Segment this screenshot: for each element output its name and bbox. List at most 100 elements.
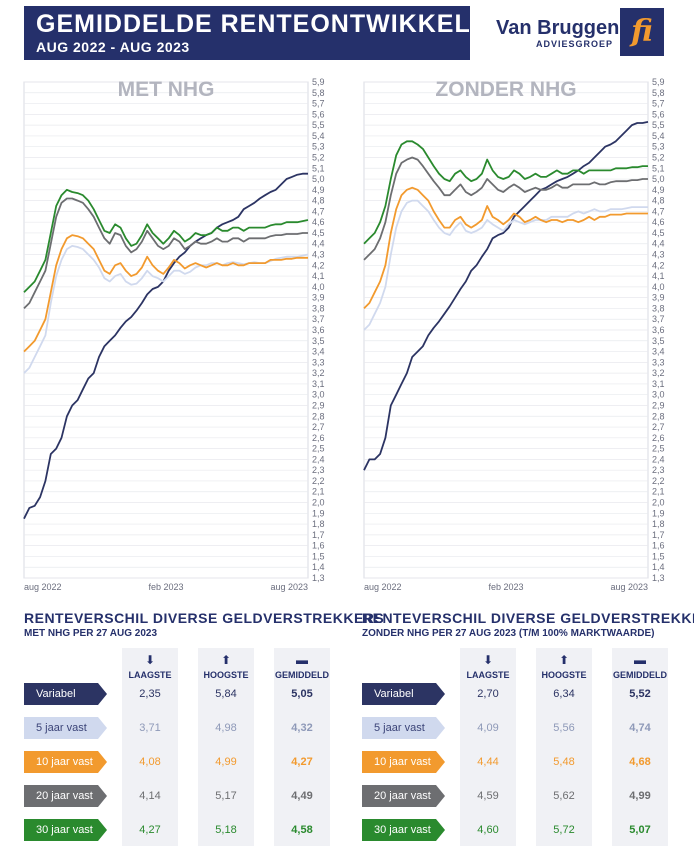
c0-y-tick-label: 5,9 [312,77,325,87]
c0-y-tick-label: 2,0 [312,498,325,508]
c0-y-tick-label: 4,7 [312,206,325,216]
c1-y-tick-label: 4,2 [652,260,665,270]
chart-met-nhg: 5,95,85,75,65,55,45,35,25,15,04,94,84,74… [23,77,325,592]
c1-y-tick-label: 4,8 [652,196,665,206]
c0-series-line-3 [23,197,308,310]
c0-y-tick-label: 4,9 [312,185,325,195]
c1-y-tick-label: 5,0 [652,174,665,184]
c0-y-tick-label: 3,8 [312,303,325,313]
brand-logo: fi [620,8,664,56]
brand-badge-text: fi [631,14,653,49]
t1-cell-value: 5,56 [553,722,575,734]
t0-cell-value: 4,98 [215,722,237,734]
c0-y-tick-label: 5,8 [312,88,325,98]
t1-cell-value: 4,74 [629,722,651,734]
t1-cell-value: 6,34 [553,688,575,700]
c0-y-tick-label: 5,4 [312,131,325,141]
c1-x-tick-label: aug 2023 [610,582,648,592]
t0-column-header: LAAGSTE [128,670,172,680]
c1-y-tick-label: 1,6 [652,541,665,551]
c0-y-tick-label: 3,0 [312,390,325,400]
c1-y-tick-label: 2,9 [652,400,665,410]
c0-y-tick-label: 5,0 [312,174,325,184]
t1-cell-value: 4,99 [629,790,651,802]
c1-y-tick-label: 5,3 [652,142,665,152]
c0-y-tick-label: 3,6 [312,325,325,335]
t1-cell-value: 5,52 [629,688,651,700]
c1-y-tick-label: 2,4 [652,454,665,464]
c1-y-tick-label: 3,7 [652,314,665,324]
t0-table-title: RENTEVERSCHIL DIVERSE GELDVERSTREKKERS [24,610,385,626]
c0-y-tick-label: 2,7 [312,422,325,432]
c0-y-tick-label: 4,4 [312,239,325,249]
t1-cell-value: 4,44 [477,756,499,768]
t1-row-label: 20 jaar vast [362,785,445,807]
c0-y-tick-label: 3,3 [312,357,325,367]
c1-y-tick-label: 2,6 [652,433,665,443]
c1-y-tick-label: 1,7 [652,530,665,540]
c0-y-tick-label: 3,5 [312,336,325,346]
t0-row-label: 30 jaar vast [24,819,107,841]
c0-y-tick-label: 4,6 [312,217,325,227]
c1-y-tick-label: 4,1 [652,271,665,281]
c1-y-tick-label: 5,6 [652,109,665,119]
c0-y-tick-label: 1,6 [312,541,325,551]
t0-column-header: GEMIDDELD [275,670,329,680]
t1-column-bg [536,648,592,846]
c1-y-tick-label: 5,1 [652,163,665,173]
c0-y-tick-label: 1,4 [312,562,325,572]
c0-y-tick-label: 4,1 [312,271,325,281]
c0-series-line-4 [23,188,309,293]
t0-table-subtitle: MET NHG PER 27 AUG 2023 [24,628,158,639]
c1-y-tick-label: 5,5 [652,120,665,130]
t0-cell-value: 4,14 [139,790,161,802]
page-subtitle: AUG 2022 - AUG 2023 [36,39,190,55]
t1-arrow-down-icon: ⬇ [482,653,494,667]
c0-chart-title: MET NHG [118,78,215,101]
c0-y-tick-label: 5,7 [312,99,325,109]
c0-series-line-2 [23,234,308,353]
c1-series-line-1 [363,199,648,331]
t0-column-bg [122,648,178,846]
brand-sub: ADVIESGROEP [536,39,614,49]
c0-series-line-0 [23,172,308,520]
c0-x-tick-label: feb 2023 [148,582,183,592]
t1-cell-value: 4,59 [477,790,499,802]
t0-arrow-down-icon: ⬇ [144,653,156,667]
t1-cell-value: 4,60 [477,824,499,836]
c1-y-tick-label: 5,9 [652,77,665,87]
t1-table-title: RENTEVERSCHIL DIVERSE GELDVERSTREKKERS [362,610,694,626]
t1-column-bg [460,648,516,846]
t0-row-label: 5 jaar vast [24,717,107,739]
c0-y-tick-label: 5,6 [312,109,325,119]
c1-y-tick-label: 1,4 [652,562,665,572]
c1-y-tick-label: 4,4 [652,239,665,249]
t0-row-label: 10 jaar vast [24,751,107,773]
c1-y-tick-label: 2,5 [652,444,665,454]
t1-column-header: GEMIDDELD [613,670,667,680]
c1-y-tick-label: 4,6 [652,217,665,227]
c0-x-tick-label: aug 2023 [270,582,308,592]
t0-cell-value: 4,99 [215,756,237,768]
c1-y-tick-label: 3,4 [652,347,665,357]
c0-y-tick-label: 3,4 [312,347,325,357]
c1-y-tick-label: 3,0 [652,390,665,400]
t0-dash-icon: ▬ [296,653,308,667]
c1-y-tick-label: 4,7 [652,206,665,216]
t1-dash-icon: ▬ [634,653,646,667]
c0-y-tick-label: 3,1 [312,379,325,389]
t1-cell-value: 5,72 [553,824,575,836]
c1-y-tick-label: 3,1 [652,379,665,389]
c0-y-tick-label: 3,7 [312,314,325,324]
page-title: GEMIDDELDE RENTEONTWIKKELING [36,10,519,38]
t1-cell-value: 4,68 [629,756,651,768]
header-banner: GEMIDDELDE RENTEONTWIKKELING AUG 2022 - … [24,6,517,60]
t1-row-label: 5 jaar vast [362,717,445,739]
t0-cell-value: 5,17 [215,790,237,802]
t0-cell-value: 5,05 [291,688,313,700]
t0-cell-value: 4,32 [291,722,313,734]
c0-y-tick-label: 2,2 [312,476,325,486]
c0-y-tick-label: 2,1 [312,487,325,497]
c1-y-tick-label: 1,5 [652,551,665,561]
c0-y-tick-label: 1,5 [312,551,325,561]
